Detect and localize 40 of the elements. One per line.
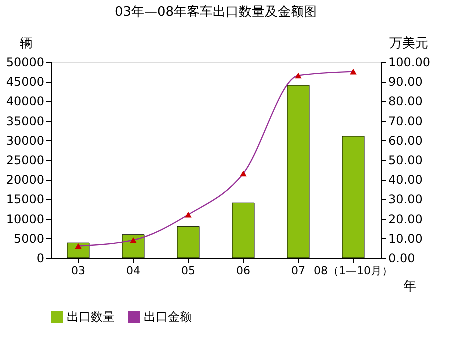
x-tick-label: 05	[182, 264, 196, 278]
point	[350, 68, 357, 75]
x-tick-label: 03	[72, 264, 86, 278]
y2-axis-title: 万美元	[390, 36, 428, 52]
y-tick-label: 40000	[6, 94, 44, 109]
y-tick-label: 30000	[6, 134, 44, 148]
y-tick-label: 25000	[6, 154, 44, 168]
y-tick-label: 45000	[6, 75, 44, 90]
y2-tick-label: 80.00	[388, 94, 423, 109]
point	[130, 237, 137, 244]
y2-tick-label: 50.00	[388, 154, 423, 168]
y2-tick-label: 10.00	[388, 232, 423, 246]
legend-label: 出口数量	[67, 310, 115, 324]
y2-tick-label: 40.00	[388, 173, 423, 188]
y-axis-title: 辆	[20, 36, 33, 52]
x-tick-label: 06	[236, 264, 250, 278]
y2-tick-label: 20.00	[388, 212, 423, 226]
x-axis-title: 年	[404, 280, 416, 294]
y2-tick-label: 70.00	[388, 114, 423, 128]
y-tick-label: 35000	[6, 114, 44, 128]
y-tick-label: 50000	[6, 56, 44, 70]
y2-tick-label: 30.00	[388, 192, 423, 207]
y-tick-label: 0	[36, 252, 44, 266]
point	[295, 72, 302, 79]
point	[185, 212, 192, 218]
point	[240, 170, 247, 177]
x-tick-label: 08（1—10月）	[314, 264, 393, 278]
y2-tick-label: 90.00	[388, 75, 423, 90]
x-tick-label: 04	[126, 264, 140, 278]
point	[75, 243, 82, 250]
y-tick-label: 20000	[6, 173, 44, 188]
chart-title: 03年—08年客车出口数量及金额图	[114, 4, 318, 20]
y2-tick-label: 100.00	[388, 56, 430, 70]
y-tick-label: 10000	[6, 212, 44, 226]
y2-tick-label: 60.00	[388, 134, 423, 148]
y-tick-label: 5000	[14, 232, 44, 246]
x-tick-label: 07	[292, 264, 306, 278]
y-tick-label: 15000	[6, 192, 44, 207]
y2-tick-label: 0.00	[388, 252, 416, 266]
legend-label: 出口金额	[144, 310, 192, 324]
